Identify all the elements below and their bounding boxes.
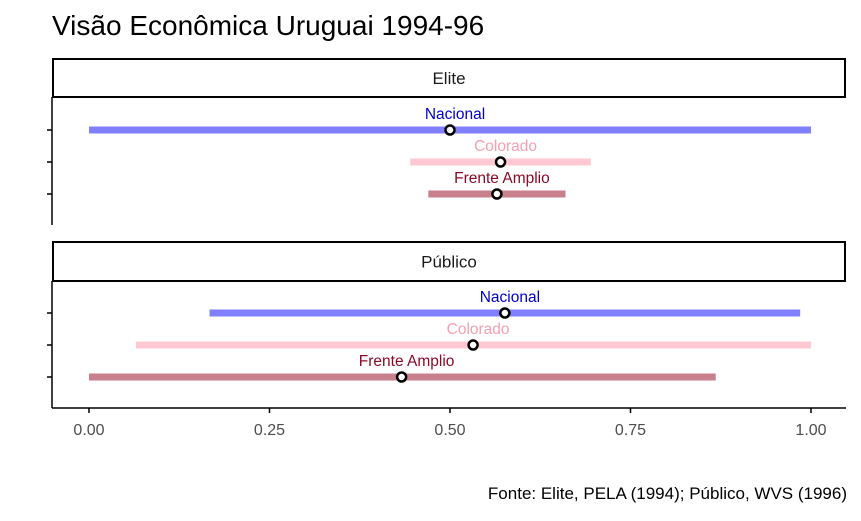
mean-point-elite-colorado <box>494 156 507 168</box>
chart-title: Visão Econômica Uruguai 1994-96 <box>52 10 485 41</box>
chart-caption: Fonte: Elite, PELA (1994); Público, WVS … <box>487 484 847 503</box>
x-tick-label-0: 0.00 <box>73 422 104 439</box>
series-label-elite-frente-amplio: Frente Amplio <box>454 170 550 187</box>
mean-point-elite-nacional <box>444 124 456 136</box>
series-label-p-blico-frente-amplio: Frente Amplio <box>359 353 455 370</box>
x-tick-label-3: 0.75 <box>615 422 646 439</box>
series-label-elite-colorado: Colorado <box>474 138 537 155</box>
facet-label-p-blico: Público <box>421 253 477 272</box>
mean-point-p-blico-nacional <box>499 307 511 319</box>
x-tick-label-1: 0.25 <box>254 422 285 439</box>
x-tick-label-2: 0.50 <box>434 422 465 439</box>
x-tick-label-4: 1.00 <box>795 422 826 439</box>
facet-strip-p-blico <box>52 241 846 282</box>
mean-point-elite-frente-amplio <box>491 188 503 200</box>
mean-point-p-blico-colorado <box>467 339 479 351</box>
series-label-p-blico-nacional: Nacional <box>480 289 540 306</box>
mean-point-p-blico-frente-amplio <box>395 371 408 383</box>
facet-label-elite: Elite <box>432 69 465 88</box>
series-label-elite-nacional: Nacional <box>425 106 485 123</box>
facet-strip-elite <box>52 58 846 98</box>
series-label-p-blico-colorado: Colorado <box>447 321 510 338</box>
